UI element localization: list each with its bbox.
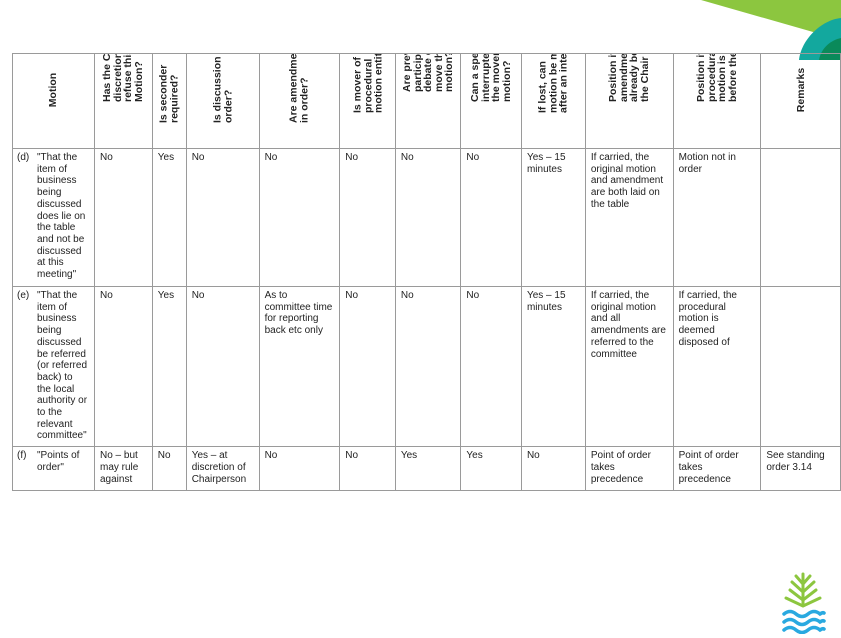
table-cell: Motion not in order [672,148,762,287]
table-cell: Yes – 15 minutes [520,285,586,448]
table-cell: No [339,446,396,492]
table-cell: No [339,148,396,287]
table-cell: No [460,285,522,448]
corner-decoration [701,0,841,60]
motion-cell: (f) "Points of order" [12,446,95,492]
table-cell: No [185,285,260,448]
col-header-position-procedural: Position if a procedural motion is alrea… [672,53,762,149]
table-cell: No [93,285,153,448]
table-cell: If carried, the original motion and all … [584,285,674,448]
header-row: Motion Has the Chair discretion to refus… [12,53,841,149]
col-header-discussion: Is discussion in order? [185,53,260,149]
table-cell: Yes [394,446,462,492]
motion-text: "That the item of business being discuss… [37,290,88,442]
table-cell: If carried, the procedural motion is dee… [672,285,762,448]
table-cell: If carried, the original motion and amen… [584,148,674,287]
table-cell: See standing order 3.14 [760,446,841,492]
col-header-if-lost: If lost, can motion be moved after an in… [520,53,586,149]
table-cell [760,148,841,287]
col-header-position-amendment: Position if an amendment is already befo… [584,53,674,149]
table-cell: No [258,446,341,492]
table-cell: Yes [151,148,187,287]
motion-number: (e) [17,290,30,301]
table-cell: No [258,148,341,287]
table-row: (e) "That the item of business being disc… [12,285,841,448]
table-cell: Yes – at discretion of Chairperson [185,446,260,492]
standing-orders-table: Motion Has the Chair discretion to refus… [12,53,841,492]
table-cell: Yes [460,446,522,492]
motion-cell: (d) "That the item of business being disc… [12,148,95,287]
table-cell: No [520,446,586,492]
table-row: (f) "Points of order" No – but may rule a… [12,446,841,492]
table-cell: Point of order takes precedence [584,446,674,492]
table-cell: No [394,148,462,287]
motion-number: (d) [17,152,30,163]
col-header-previous-participants: Are previous participants in debate enti… [394,53,462,149]
table-cell [760,285,841,448]
table-cell: No [460,148,522,287]
tree-water-logo-icon [782,572,826,634]
motion-cell: (e) "That the item of business being disc… [12,285,95,448]
table-cell: As to committee time for reporting back … [258,285,341,448]
motion-text: "That the item of business being discuss… [37,152,86,281]
table-cell: No [93,148,153,287]
col-header-amendments: Are amendments in order? [258,53,341,149]
motion-text: "Points of order" [37,450,80,473]
col-header-speaker-interrupted: Can a speaker be interrupted by the move… [460,53,522,149]
table-cell: No [151,446,187,492]
col-header-seconder: Is seconder required? [151,53,187,149]
col-header-remarks: Remarks [760,53,841,149]
col-header-chair-discretion: Has the Chair discretion to refuse this … [93,53,153,149]
table-cell: No [339,285,396,448]
table-cell: Point of order takes precedence [672,446,762,492]
table-row: (d) "That the item of business being disc… [12,148,841,287]
table-cell: No – but may rule against [93,446,153,492]
table-cell: No [394,285,462,448]
col-header-mover-entitled: Is mover of procedural motion entitled [339,53,396,149]
motion-number: (f) [17,450,27,462]
table-cell: Yes – 15 minutes [520,148,586,287]
col-header-motion: Motion [12,53,95,149]
table-cell: Yes [151,285,187,448]
table-cell: No [185,148,260,287]
